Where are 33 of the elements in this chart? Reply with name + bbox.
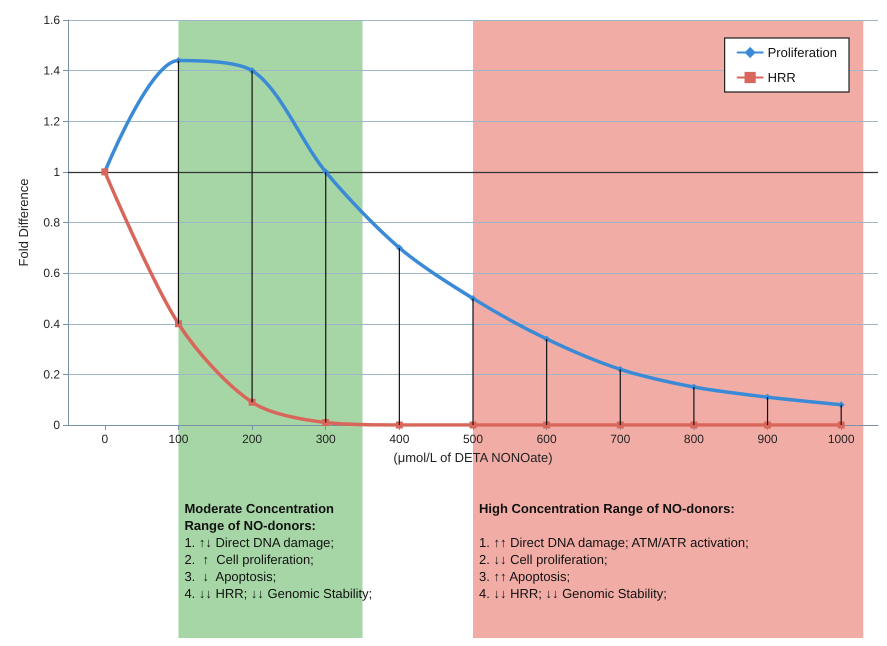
x-tick-label: 800 (684, 432, 704, 446)
y-tick-label: 0.4 (43, 316, 60, 331)
x-tick-label: 400 (389, 432, 410, 446)
y-tick-label: 1.4 (43, 64, 60, 78)
y-tick-label: 1.2 (43, 114, 60, 128)
x-tick-label: 700 (610, 432, 631, 446)
point (248, 398, 256, 406)
x-tick-label: 0 (101, 432, 108, 446)
point (470, 422, 476, 428)
point (764, 422, 772, 428)
point (543, 422, 550, 428)
x-tick-label: 500 (462, 432, 484, 446)
y-axis-title: Fold Difference (16, 178, 31, 266)
legend-label: Proliferation (768, 45, 838, 60)
y-tick-label: 0.2 (43, 367, 60, 382)
band-label: Moderate Concentration Range of NO-donors: 1. ↑↓ Direct DNA damage; 2. ↑ Cell proliferation; 3. ↓ Apoptosis; 4. ↓↓ HRR; ↓↓ Genomic Stability; (184, 501, 372, 601)
x-axis-title: (μmol/L of DETA NONOate) (393, 450, 553, 465)
y-tick-label: 0.6 (43, 266, 60, 280)
text: High Concentration Range of NO-donors: 1. ↑↑ Direct DNA damage; ATM/ATR activation; 2. ↓↓ Cell proliferation; 3. ↑↑ Apoptosis; 4. ↓↓ HRR; ↓↓ Genomic Stability; (479, 501, 749, 601)
y-tick-label: 0 (53, 418, 60, 432)
point (396, 422, 403, 428)
y-tick-label: 1.6 (43, 13, 60, 27)
x-tick-label: 900 (758, 432, 778, 446)
y-tick-label: 1 (53, 164, 60, 179)
x-tick-label: 600 (536, 432, 557, 446)
point (690, 422, 698, 428)
legend-label: HRR (768, 70, 796, 85)
y-tick-label: 0.8 (43, 216, 60, 230)
point (174, 320, 182, 328)
x-tick-label: 300 (316, 432, 336, 446)
x-tick-label: 200 (242, 432, 262, 446)
x-tick-label: 1000 (828, 432, 855, 446)
x-tick-label: 100 (168, 432, 189, 446)
